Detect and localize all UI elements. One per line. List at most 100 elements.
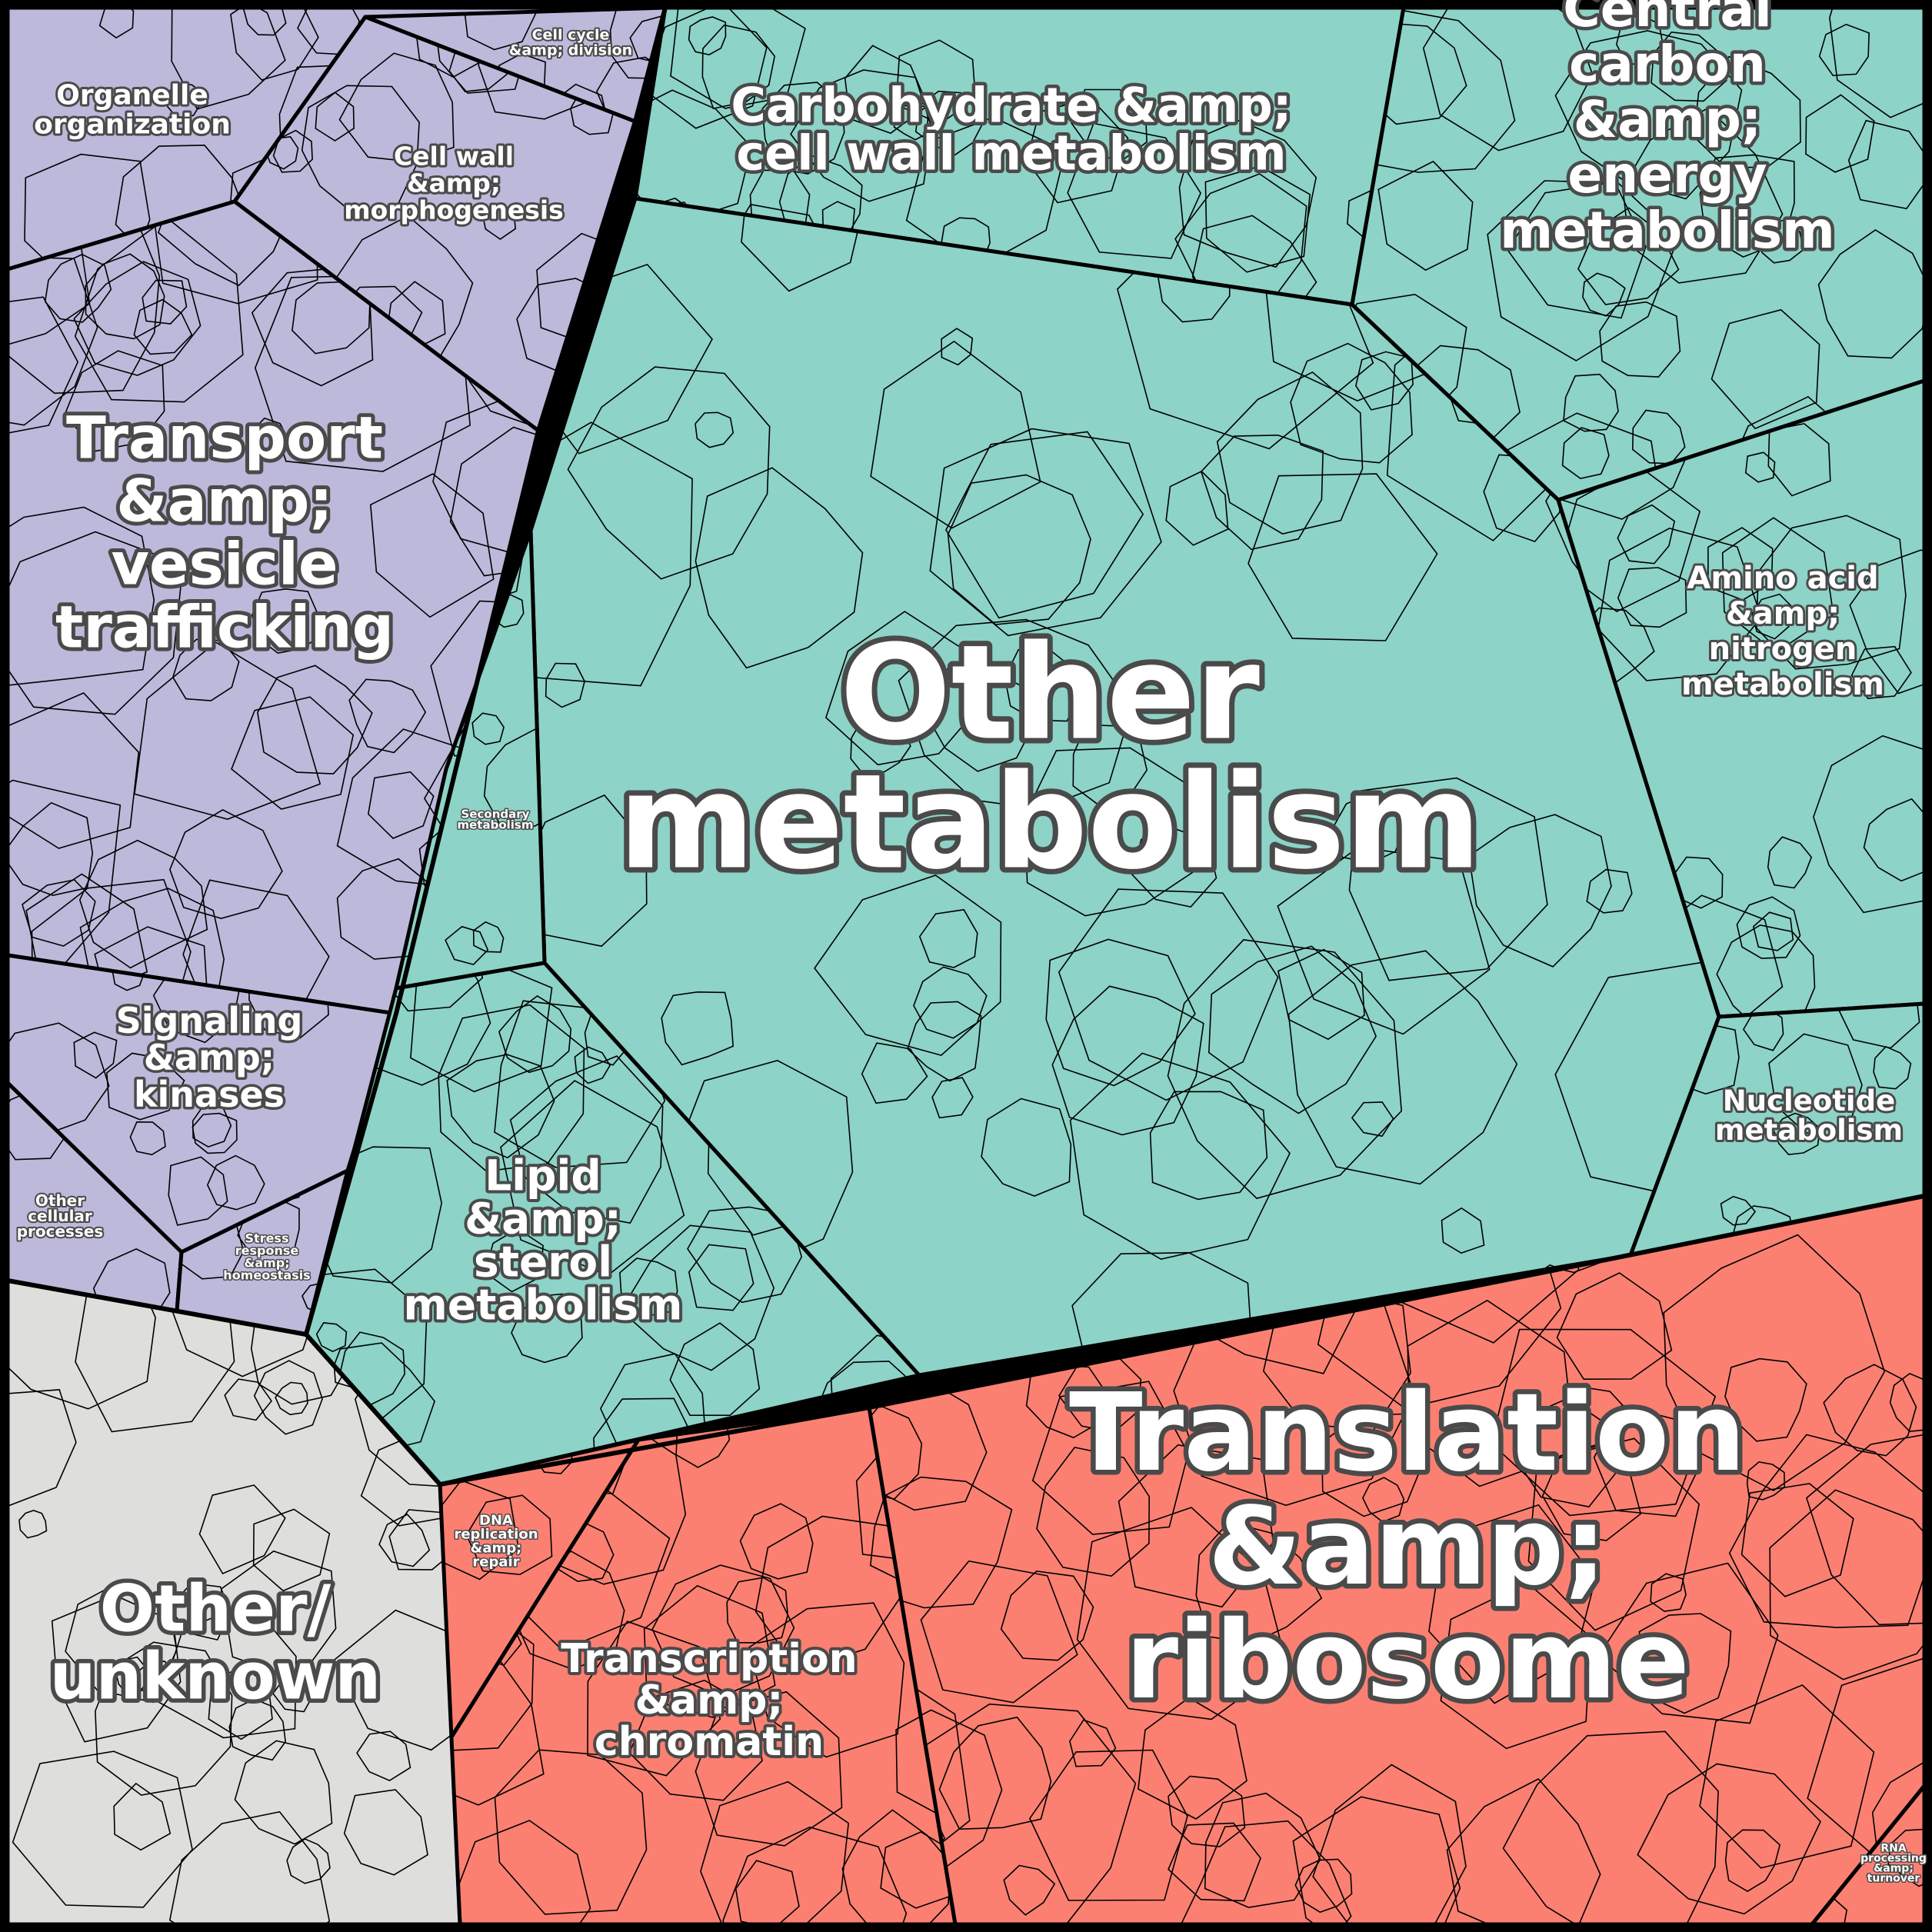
treemap-cell <box>701 24 776 110</box>
treemap-cell <box>1699 154 1795 258</box>
treemap-cell <box>1071 1251 1253 1375</box>
label-line: Cell wall <box>394 142 514 172</box>
treemap-cell <box>531 794 648 948</box>
treemap-cell <box>410 963 553 1093</box>
treemap-cell <box>1769 1489 1924 1681</box>
treemap-cell <box>166 1281 325 1377</box>
treemap-cell <box>115 1656 148 1696</box>
treemap-cell <box>1051 985 1204 1136</box>
treemap-cell <box>228 1698 287 1761</box>
treemap-cell <box>907 1001 982 1082</box>
treemap-cell <box>171 8 286 110</box>
label-line: Other <box>35 1191 85 1210</box>
treemap-cell <box>1516 1397 1621 1508</box>
treemap-cell <box>1731 1205 1796 1255</box>
treemap-cell <box>356 1730 411 1782</box>
treemap-cell <box>1813 734 1924 914</box>
treemap-cell <box>1577 207 1680 305</box>
treemap-cell <box>8 801 94 897</box>
treemap-cell <box>670 8 806 109</box>
treemap-cell <box>1000 1570 1094 1661</box>
label-organelle: Organelle organization <box>34 80 231 141</box>
treemap-cell <box>844 45 929 135</box>
treemap-cell <box>1650 1573 1687 1612</box>
treemap-cell <box>841 1809 952 1924</box>
treemap-cell <box>931 1077 974 1119</box>
label-line: &amp; <box>407 168 501 198</box>
treemap-cell <box>695 467 864 669</box>
treemap-cell <box>242 8 287 36</box>
label-line: morphogenesis <box>344 195 564 225</box>
treemap-cell <box>338 52 455 162</box>
treemap-cell <box>1247 473 1438 641</box>
treemap-cell <box>1768 1033 1863 1134</box>
treemap-cell <box>1751 593 1794 640</box>
treemap-cell <box>641 8 768 129</box>
treemap-cell <box>465 1494 553 1576</box>
treemap-cell <box>920 1560 1078 1704</box>
treemap-cell <box>74 217 244 403</box>
label-othercell: Other cellular processes <box>17 1191 104 1241</box>
treemap-cell <box>1149 1091 1268 1201</box>
treemap-cell <box>1597 1562 1779 1724</box>
treemap-cell <box>1377 160 1474 271</box>
label-line: Signaling <box>116 1000 303 1041</box>
treemap-cell <box>1348 777 1548 981</box>
treemap-cell <box>275 1381 308 1416</box>
label-line: energy <box>1567 145 1767 205</box>
cell-group <box>1558 381 1924 1017</box>
label-line: Amino acid <box>1687 561 1878 596</box>
treemap-cell <box>332 1609 460 1751</box>
treemap-cell <box>455 1820 591 1924</box>
treemap-cell <box>1631 409 1686 465</box>
label-line: unknown <box>50 1638 381 1714</box>
treemap-cell <box>941 328 974 366</box>
treemap-cell <box>1491 1328 1717 1517</box>
treemap-cell <box>722 1826 908 1924</box>
treemap-cell <box>1597 528 1762 681</box>
treemap-cell <box>587 1621 721 1777</box>
label-line: &amp; <box>144 1037 275 1078</box>
treemap-cell <box>1638 1613 1732 1714</box>
treemap-cell <box>8 531 184 715</box>
treemap-cell <box>1036 1447 1151 1577</box>
treemap-cell <box>850 717 911 777</box>
label-line: metabolism <box>1681 667 1884 702</box>
label-line: &amp; division <box>509 42 632 59</box>
treemap-cell <box>754 1515 901 1671</box>
treemap-cell <box>869 1406 923 1501</box>
label-line: Translation <box>1069 1371 1746 1496</box>
treemap-cell <box>1446 1778 1601 1924</box>
treemap-cell <box>661 991 734 1066</box>
treemap-cell <box>206 1154 265 1211</box>
treemap-cell <box>1721 517 1834 654</box>
treemap-cell <box>739 1503 814 1580</box>
treemap-cell <box>947 474 1091 625</box>
treemap-cell <box>230 8 319 81</box>
label-line: Stress <box>245 1231 289 1246</box>
treemap-cell <box>1541 1444 1642 1541</box>
treemap-cell <box>158 1601 297 1739</box>
treemap-cell <box>1889 1372 1924 1433</box>
treemap-cell <box>142 279 188 325</box>
treemap-cell <box>134 1661 172 1696</box>
label-rna: RNA processing &amp; turnover <box>1860 1842 1927 1884</box>
treemap-cell <box>1277 846 1491 1035</box>
treemap-cell <box>451 1607 535 1752</box>
label-line: metabolism <box>1715 1114 1903 1147</box>
treemap-cell <box>1216 371 1364 535</box>
label-lipid: Lipid &amp; sterol metabolism <box>404 1151 683 1329</box>
treemap-cell <box>133 298 193 355</box>
treemap-cell <box>869 1649 971 1892</box>
label-line: nitrogen <box>1709 631 1857 667</box>
treemap-cell <box>1131 828 1217 908</box>
treemap-cell <box>1756 515 1907 670</box>
treemap-cell <box>472 921 505 953</box>
treemap-cell <box>73 261 202 376</box>
treemap-cell <box>895 39 977 125</box>
treemap-cell <box>481 202 517 240</box>
label-line: organization <box>34 109 231 141</box>
treemap-cell <box>1386 1196 1580 1344</box>
label-line: ribosome <box>1125 1598 1690 1724</box>
treemap-cell <box>253 1360 323 1435</box>
